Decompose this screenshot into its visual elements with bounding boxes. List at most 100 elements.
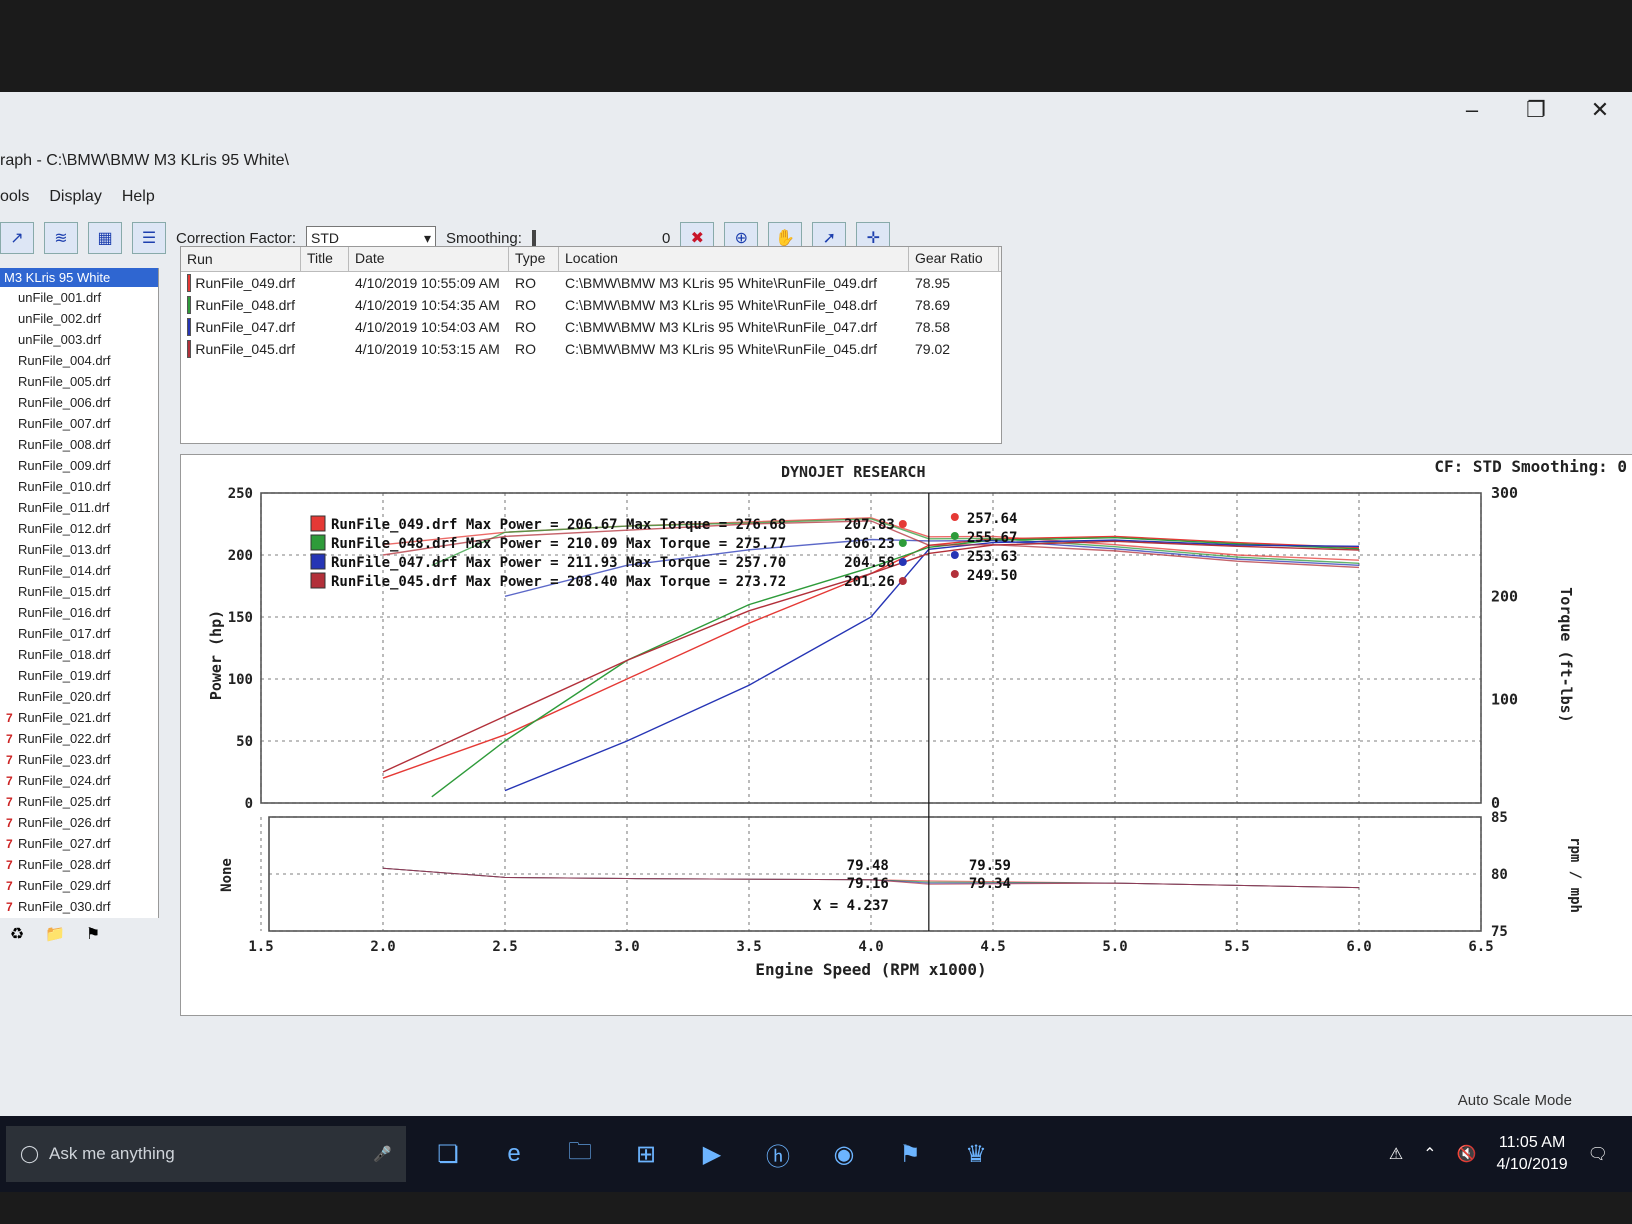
tree-file-item[interactable]: RunFile_010.drf (0, 476, 158, 497)
tree-file-item[interactable]: RunFile_013.drf (0, 539, 158, 560)
graph-grid-icon[interactable]: ▦ (88, 222, 122, 254)
dyno-chart[interactable]: 1.5 2.0 2.5 3.0 3.5 4.0 4.5 5.0 5.5 6.0 6.5 0 50 100 1… (181, 455, 1632, 1015)
task-view-icon[interactable]: ❏ (437, 1140, 459, 1168)
tree-file-label: RunFile_007.drf (18, 416, 111, 431)
table-row[interactable]: RunFile_049.drf 4/10/2019 10:55:09 AM RO C:… (181, 272, 1001, 294)
file-explorer-icon[interactable]: 🗀 (568, 1137, 592, 1165)
tree-file-item[interactable]: 7 RunFile_025.drf (0, 791, 158, 812)
cell-date: 4/10/2019 10:54:35 AM (355, 297, 500, 313)
x-tick-label: 6.0 (1346, 939, 1371, 955)
tree-file-item[interactable]: unFile_002.drf (0, 308, 158, 329)
tree-file-item[interactable]: RunFile_017.drf (0, 623, 158, 644)
run-color-swatch[interactable] (187, 296, 192, 314)
refresh-icon[interactable]: ♻ (9, 926, 25, 943)
secondary-app-icon[interactable]: ♛ (965, 1140, 987, 1168)
folder-icon[interactable]: 📁 (45, 926, 65, 943)
store-icon[interactable]: ⊞ (635, 1140, 657, 1168)
x-tick-label: 3.0 (614, 939, 639, 955)
edge-icon[interactable]: e (507, 1140, 521, 1167)
col-title[interactable]: Title (301, 247, 349, 271)
chevron-up-icon[interactable]: ⌃ (1423, 1146, 1437, 1163)
chart-title: DYNOJET RESEARCH (781, 463, 926, 481)
tree-file-item[interactable]: RunFile_016.drf (0, 602, 158, 623)
warning-icon[interactable]: ⚠ (1388, 1146, 1404, 1163)
dynojet-app-icon[interactable]: ⚑ (899, 1140, 921, 1168)
dynojet-logo-icon[interactable]: ⚑ (85, 926, 101, 943)
run-file-tree[interactable]: M3 KLris 95 White unFile_001.drf unFile_0… (0, 268, 159, 918)
tree-file-item[interactable]: 7 RunFile_022.drf (0, 728, 158, 749)
cf-smoothing-info: CF: STD Smoothing: 0 (1434, 457, 1627, 476)
minimize-button[interactable]: – (1465, 97, 1479, 122)
tree-file-label: unFile_003.drf (18, 332, 102, 347)
graph-power-icon[interactable]: ↗ (0, 222, 34, 254)
tree-file-item[interactable]: 7 RunFile_026.drf (0, 812, 158, 833)
window-controls: – ❐ ✕ (1440, 92, 1632, 132)
tree-file-item[interactable]: RunFile_006.drf (0, 392, 158, 413)
y-right-tick-label: 100 (1491, 691, 1518, 709)
maximize-button[interactable]: ❐ (1526, 97, 1546, 122)
tree-file-item[interactable]: RunFile_004.drf (0, 350, 158, 371)
tree-file-item[interactable]: RunFile_020.drf (0, 686, 158, 707)
close-button[interactable]: ✕ (1590, 97, 1610, 122)
run-color-swatch[interactable] (187, 274, 192, 292)
microphone-icon[interactable]: 🎤 (373, 1146, 392, 1163)
tree-root[interactable]: M3 KLris 95 White (0, 268, 158, 287)
cursor-power-dot (898, 520, 907, 528)
graph-torque-icon[interactable]: ≋ (44, 222, 78, 254)
torque-curve-RunFile_045.drf (382, 520, 1360, 569)
table-row[interactable]: RunFile_048.drf 4/10/2019 10:54:35 AM RO C:… (181, 294, 1001, 316)
table-row[interactable]: RunFile_047.drf 4/10/2019 10:54:03 AM RO C:… (181, 316, 1001, 338)
cursor-torque-value: 249.50 (967, 568, 1018, 584)
tree-items: unFile_001.drf unFile_002.drf unFile_003.d… (0, 287, 158, 918)
tree-file-item[interactable]: unFile_001.drf (0, 287, 158, 308)
cortana-search[interactable]: ◯ Ask me anything 🎤 (6, 1126, 406, 1182)
graph-stack-icon[interactable]: ☰ (132, 222, 166, 254)
notification-icon[interactable]: 🗨 (1587, 1146, 1608, 1163)
chrome-icon[interactable]: ◉ (833, 1140, 855, 1168)
tree-file-label: RunFile_020.drf (18, 689, 111, 704)
tree-file-item[interactable]: RunFile_008.drf (0, 434, 158, 455)
hp-icon[interactable]: ⓗ (766, 1143, 790, 1171)
tree-file-item[interactable]: RunFile_005.drf (0, 371, 158, 392)
menu-tools[interactable]: ools (0, 188, 30, 205)
cursor-torque-value: 257.64 (967, 511, 1018, 527)
y-left-tick-label: 100 (228, 672, 253, 688)
power-curve-RunFile_048.drf (431, 536, 1360, 798)
tree-file-item[interactable]: RunFile_007.drf (0, 413, 158, 434)
clock[interactable]: 11:05 AM 4/10/2019 (1497, 1132, 1568, 1176)
col-gear-ratio[interactable]: Gear Ratio (909, 247, 999, 271)
run-color-swatch[interactable] (187, 340, 192, 358)
cell-type: RO (515, 297, 536, 313)
tree-file-item[interactable]: RunFile_018.drf (0, 644, 158, 665)
tree-file-item[interactable]: RunFile_014.drf (0, 560, 158, 581)
tree-file-item[interactable]: 7 RunFile_021.drf (0, 707, 158, 728)
tree-file-item[interactable]: RunFile_019.drf (0, 665, 158, 686)
tree-file-item[interactable]: 7 RunFile_028.drf (0, 854, 158, 875)
tree-file-item[interactable]: RunFile_011.drf (0, 497, 158, 518)
col-run[interactable]: Run (181, 247, 301, 271)
x-tick-label: 2.5 (492, 939, 517, 955)
run-color-swatch[interactable] (187, 318, 192, 336)
media-player-icon[interactable]: ▶ (702, 1140, 722, 1168)
tree-file-item[interactable]: RunFile_012.drf (0, 518, 158, 539)
legend-swatch (310, 534, 326, 551)
tree-file-item[interactable]: RunFile_009.drf (0, 455, 158, 476)
menu-display[interactable]: Display (49, 188, 102, 205)
col-location[interactable]: Location (559, 247, 909, 271)
tree-file-item[interactable]: 7 RunFile_024.drf (0, 770, 158, 791)
volume-muted-icon[interactable]: 🔇 (1456, 1146, 1477, 1163)
y-right-axis-label: Torque (ft-lbs) (1557, 587, 1575, 722)
tree-file-item[interactable]: 7 RunFile_023.drf (0, 749, 158, 770)
table-row[interactable]: RunFile_045.drf 4/10/2019 10:53:15 AM RO C:… (181, 338, 1001, 360)
tree-file-item[interactable]: 7 RunFile_029.drf (0, 875, 158, 896)
tree-file-item[interactable]: RunFile_015.drf (0, 581, 158, 602)
menu-help[interactable]: Help (121, 188, 155, 205)
tree-file-item[interactable]: 7 RunFile_027.drf (0, 833, 158, 854)
col-date[interactable]: Date (349, 247, 509, 271)
tree-file-item[interactable]: 7 RunFile_030.drf (0, 896, 158, 917)
col-type[interactable]: Type (509, 247, 559, 271)
tree-file-item[interactable]: unFile_003.drf (0, 329, 158, 350)
run-cell: RunFile_048.drf (181, 296, 301, 314)
tree-bottom-toolbar: ♻ 📁 ⚑ (0, 922, 106, 946)
